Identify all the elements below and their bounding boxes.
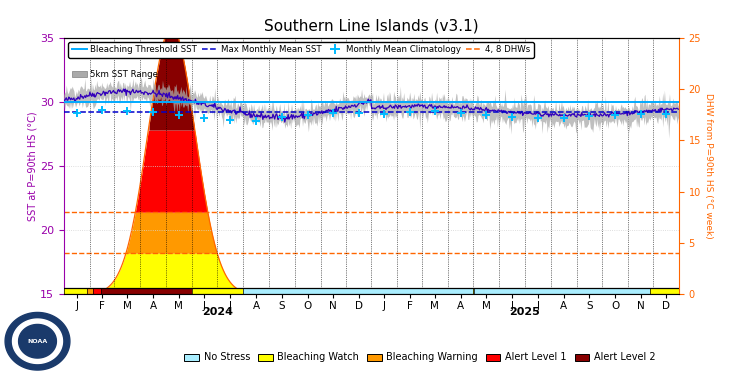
Y-axis label: DHW from P=90th HS (°C week): DHW from P=90th HS (°C week) (704, 93, 712, 239)
Title: Southern Line Islands (v3.1): Southern Line Islands (v3.1) (264, 18, 478, 33)
Text: 2025: 2025 (509, 307, 540, 316)
Legend: 5km SST Range: 5km SST Range (68, 66, 162, 82)
Polygon shape (19, 324, 56, 358)
Legend: No Stress, Bleaching Watch, Bleaching Warning, Alert Level 1, Alert Level 2: No Stress, Bleaching Watch, Bleaching Wa… (181, 349, 659, 366)
Polygon shape (5, 312, 70, 370)
Text: 2024: 2024 (202, 307, 233, 316)
Y-axis label: SST at P=90th HS (°C): SST at P=90th HS (°C) (27, 111, 38, 221)
Text: NOAA: NOAA (27, 339, 48, 344)
Polygon shape (13, 319, 62, 363)
